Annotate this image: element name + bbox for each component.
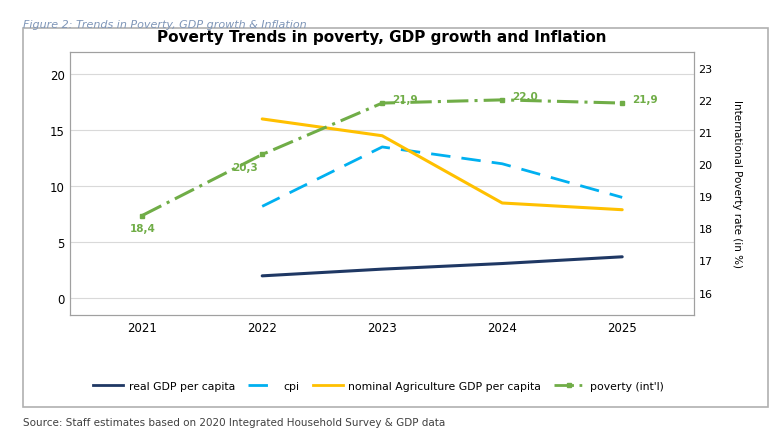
Text: 22,0: 22,0	[512, 92, 537, 102]
Legend: real GDP per capita, cpi, nominal Agriculture GDP per capita, poverty (int'l): real GDP per capita, cpi, nominal Agricu…	[88, 377, 668, 396]
Title: Poverty Trends in poverty, GDP growth and Inflation: Poverty Trends in poverty, GDP growth an…	[158, 29, 607, 45]
Y-axis label: International Poverty rate (in %): International Poverty rate (in %)	[732, 100, 742, 268]
Text: 20,3: 20,3	[232, 162, 258, 172]
Text: 21,9: 21,9	[392, 95, 417, 105]
Text: 18,4: 18,4	[130, 224, 156, 234]
Text: Source: Staff estimates based on 2020 Integrated Household Survey & GDP data: Source: Staff estimates based on 2020 In…	[23, 417, 445, 427]
Text: Figure 2: Trends in Poverty, GDP growth & Inflation: Figure 2: Trends in Poverty, GDP growth …	[23, 20, 307, 30]
Text: 21,9: 21,9	[632, 95, 658, 105]
